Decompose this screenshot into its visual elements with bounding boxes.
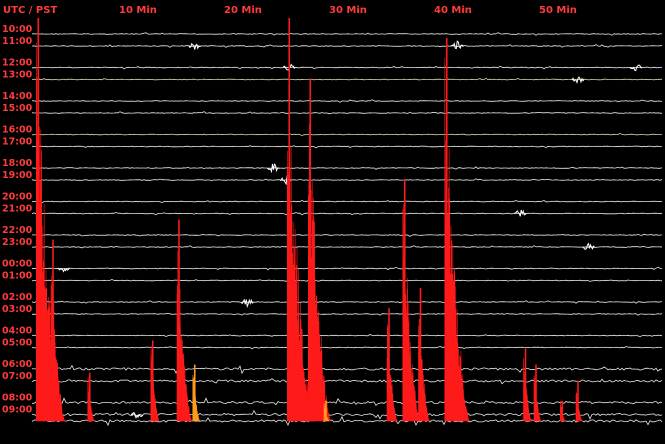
trace-burst (582, 242, 595, 250)
pst-label: 01:00 (2, 271, 33, 282)
minute-tick-label: 20 Min (224, 5, 262, 16)
timezone-label: UTC / PST (3, 5, 57, 16)
trace-line (31, 111, 662, 115)
trace-line (31, 211, 663, 216)
utc-label: 12:00 (2, 58, 33, 69)
trace-line (31, 415, 663, 427)
trace-line (32, 233, 663, 237)
trace-line (31, 199, 663, 204)
trace-line (31, 166, 663, 170)
trace-line (31, 333, 663, 338)
trace-line (31, 300, 663, 304)
seismic-events (36, 18, 583, 422)
utc-label: 08:00 (2, 393, 33, 404)
utc-label: 20:00 (2, 192, 33, 203)
pst-label: 13:00 (2, 70, 33, 81)
event-spike (402, 203, 421, 422)
minute-tick-labels: 10 Min 20 Min 30 Min 40 Min 50 Min (119, 5, 577, 16)
utc-label: 10:00 (2, 24, 33, 35)
trace-line (31, 145, 662, 149)
trace-burst (514, 209, 527, 217)
minute-tick-label: 40 Min (434, 5, 472, 16)
trace-line (31, 278, 663, 282)
utc-label: 04:00 (2, 326, 33, 337)
minute-tick-label: 30 Min (329, 5, 367, 16)
trace-line (31, 44, 662, 48)
trace-burst (130, 411, 144, 419)
trace-line (31, 245, 663, 249)
trace-line (31, 99, 663, 103)
trace-burst (629, 64, 642, 72)
pst-label: 23:00 (2, 237, 33, 248)
utc-label: 14:00 (2, 91, 33, 102)
trace-line (31, 132, 663, 137)
trace-line (32, 397, 662, 407)
trace-line (31, 77, 663, 81)
trace-burst (267, 163, 280, 174)
utc-label: 06:00 (2, 359, 33, 370)
pst-label: 17:00 (2, 137, 33, 148)
pst-label: 03:00 (2, 304, 33, 315)
trace-line (31, 345, 663, 350)
trace-line (31, 378, 663, 385)
trace-burst (450, 40, 464, 50)
trace-line (31, 364, 663, 375)
trace-line (31, 409, 663, 420)
pst-label: 21:00 (2, 204, 33, 215)
trace-line (31, 178, 663, 182)
pst-label: 09:00 (2, 405, 33, 416)
pst-label: 19:00 (2, 170, 33, 181)
trace-line (31, 65, 662, 70)
trace-line (31, 266, 663, 271)
utc-label: 16:00 (2, 125, 33, 136)
trace-burst (188, 42, 201, 50)
pst-label: 07:00 (2, 371, 33, 382)
minute-tick-label: 10 Min (119, 5, 157, 16)
event-spike (444, 57, 471, 422)
utc-label: 18:00 (2, 158, 33, 169)
utc-label: 00:00 (2, 259, 33, 270)
pst-label: 11:00 (2, 36, 33, 47)
utc-label: 02:00 (2, 292, 33, 303)
trace-burst (57, 267, 70, 273)
seismic-traces (31, 32, 663, 427)
pst-label: 15:00 (2, 103, 33, 114)
pst-label: 05:00 (2, 338, 33, 349)
trace-line (31, 32, 663, 36)
trace-line (31, 312, 663, 316)
utc-label: 22:00 (2, 225, 33, 236)
minute-tick-label: 50 Min (539, 5, 577, 16)
trace-burst (571, 76, 585, 85)
trace-burst (240, 298, 254, 309)
event-spike (307, 123, 332, 422)
